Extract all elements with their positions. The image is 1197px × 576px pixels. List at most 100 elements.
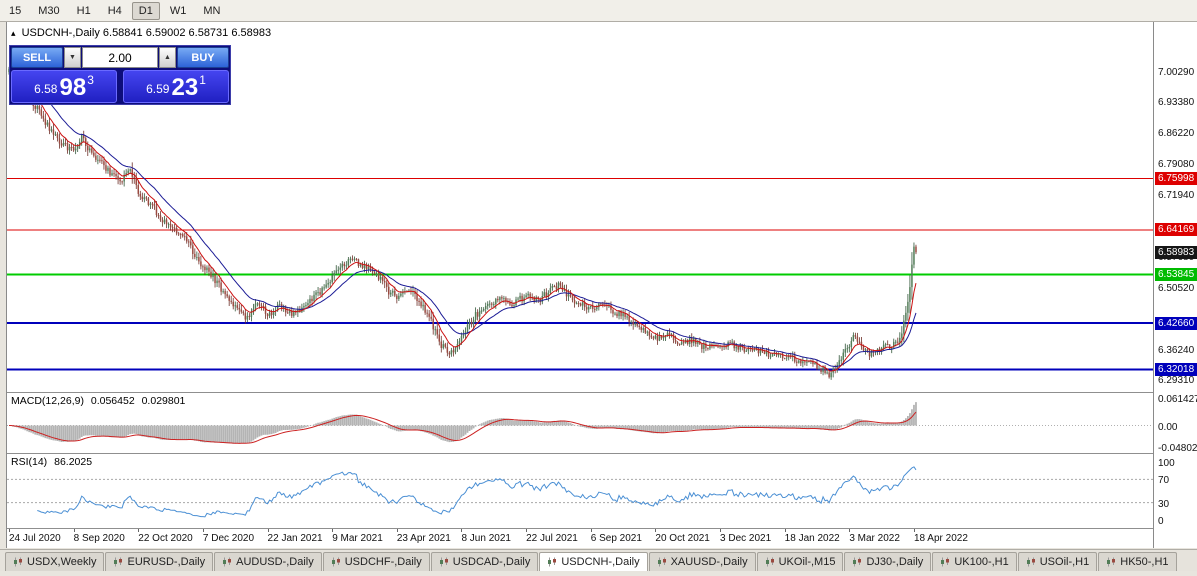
- chart-icon: [765, 557, 774, 567]
- macd-axis-label: 0.00: [1158, 421, 1178, 433]
- price-axis-label: 6.29310: [1158, 375, 1195, 386]
- rsi-indicator-pane: RSI(14) 86.2025: [7, 454, 1153, 528]
- time-axis-tick: [461, 529, 463, 532]
- chart-icon: [941, 557, 950, 567]
- timeframe-button-h4[interactable]: H4: [101, 2, 129, 20]
- macd-indicator-pane: MACD(12,26,9) 0.056452 0.029801: [7, 393, 1153, 453]
- sell-price-small: 6.58: [34, 82, 58, 96]
- time-axis-label: 22 Oct 2020: [138, 533, 193, 544]
- time-axis-tick: [655, 529, 657, 532]
- chart-icon: [1026, 557, 1035, 567]
- time-axis-label: 8 Jun 2021: [461, 533, 511, 544]
- tab-label: USDX,Weekly: [27, 556, 97, 568]
- timeframe-button-d1[interactable]: D1: [131, 1, 160, 20]
- price-axis-badge: 6.42660: [1155, 316, 1197, 330]
- time-axis[interactable]: 24 Jul 2020 8 Sep 2020 22 Oct 2020 7 Dec 20…: [7, 529, 1153, 548]
- chart-tab-bar: USDX,Weekly EURUSD-,Daily AUDUSD-,Daily …: [0, 549, 1197, 571]
- rsi-value: 86.2025: [54, 456, 93, 468]
- time-axis-tick: [138, 529, 140, 532]
- chart-icon: [14, 557, 22, 567]
- rsi-axis-label: 30: [1158, 498, 1170, 510]
- buy-button[interactable]: BUY: [177, 47, 229, 68]
- tab-ukoil-m15[interactable]: UKOil-,M15: [756, 552, 844, 571]
- tab-usoil-h1[interactable]: USOil-,H1: [1017, 552, 1098, 571]
- chart-icon: [657, 557, 666, 567]
- timeframe-button-mn[interactable]: MN: [196, 2, 227, 20]
- pane-splitter[interactable]: [7, 392, 1197, 393]
- tab-label: UK100-,H1: [954, 556, 1009, 568]
- buy-price-button[interactable]: 6.59 23 1: [123, 70, 229, 103]
- time-axis-label: 22 Jan 2021: [267, 533, 323, 544]
- tab-label: AUDUSD-,Daily: [236, 556, 314, 568]
- macd-label: MACD(12,26,9) 0.056452 0.029801: [11, 395, 189, 407]
- price-axis-badge: 6.58983: [1155, 245, 1197, 259]
- sell-price-button[interactable]: 6.58 98 3: [11, 70, 117, 103]
- time-axis-tick: [9, 529, 10, 532]
- volume-input[interactable]: 2.00: [82, 47, 158, 68]
- collapse-arrow-icon[interactable]: ▴: [11, 28, 16, 38]
- rsi-axis-label: 0: [1158, 516, 1164, 527]
- chart-icon: [548, 557, 557, 567]
- rsi-axis-label: 100: [1158, 458, 1175, 469]
- pane-splitter[interactable]: [7, 453, 1197, 454]
- macd-axis-label: 0.061427: [1158, 394, 1197, 405]
- time-axis-label: 3 Mar 2022: [849, 533, 900, 544]
- tab-label: USDCNH-,Daily: [561, 556, 640, 568]
- sell-button[interactable]: SELL: [11, 47, 63, 68]
- price-axis-label: 6.36240: [1158, 344, 1195, 356]
- time-axis-label: 8 Sep 2020: [73, 533, 125, 544]
- time-axis-tick: [913, 529, 915, 532]
- tab-label: EURUSD-,Daily: [127, 556, 206, 568]
- timeframe-button-h1[interactable]: H1: [70, 2, 98, 20]
- time-axis-label: 3 Dec 2021: [720, 533, 772, 544]
- pane-splitter[interactable]: [7, 528, 1197, 529]
- time-axis-label: 6 Sep 2021: [590, 533, 642, 544]
- macd-axis-label: -0.048025: [1158, 443, 1197, 454]
- time-axis-label: 18 Jan 2022: [784, 533, 840, 544]
- tab-label: XAUUSD-,Daily: [670, 556, 748, 568]
- tab-usdchf-daily[interactable]: USDCHF-,Daily: [322, 552, 430, 571]
- chart-icon: [114, 557, 123, 567]
- sell-price-big: 98: [59, 74, 87, 101]
- tab-eurusd-daily[interactable]: EURUSD-,Daily: [105, 552, 214, 571]
- time-axis-label: 18 Apr 2022: [913, 533, 968, 544]
- macd-signal-value: 0.029801: [141, 395, 186, 407]
- tab-dj30-daily[interactable]: DJ30-,Daily: [844, 552, 932, 571]
- price-axis-label: 7.00290: [1158, 67, 1195, 78]
- timeframe-button-w1[interactable]: W1: [163, 2, 194, 20]
- time-axis-tick: [849, 529, 851, 532]
- volume-decrease-button[interactable]: ▼: [64, 47, 81, 68]
- timeframe-button-m30[interactable]: M30: [31, 2, 66, 20]
- rsi-plot[interactable]: [7, 454, 1153, 528]
- tab-usdcad-daily[interactable]: USDCAD-,Daily: [430, 552, 539, 571]
- macd-name: MACD(12,26,9): [11, 395, 84, 407]
- tab-label: UKOil-,M15: [778, 556, 836, 568]
- price-axis-label: 6.50520: [1158, 283, 1195, 294]
- price-axis-label: 6.79080: [1158, 159, 1195, 170]
- sell-price-sup: 3: [87, 73, 94, 87]
- tab-audusd-daily[interactable]: AUDUSD-,Daily: [214, 552, 322, 571]
- rsi-name: RSI(14): [11, 456, 48, 468]
- macd-plot[interactable]: [7, 393, 1153, 453]
- chart-window: ▴ USDCNH-,Daily 6.58841 6.59002 6.58731 …: [6, 22, 1197, 548]
- tab-label: HK50-,H1: [1120, 556, 1169, 568]
- one-click-trading-panel: SELL ▼ 2.00 ▲ BUY 6.58 98 3 6.59 23 1: [9, 45, 231, 105]
- price-axis[interactable]: 7.002906.933806.862206.790806.719406.576…: [1153, 22, 1197, 548]
- price-axis-badge: 6.64169: [1155, 223, 1197, 237]
- tab-label: USDCHF-,Daily: [344, 556, 422, 568]
- tab-usdcnh-daily[interactable]: USDCNH-,Daily: [539, 552, 648, 571]
- tab-xauusd-daily[interactable]: XAUUSD-,Daily: [648, 552, 756, 571]
- volume-increase-button[interactable]: ▲: [159, 47, 176, 68]
- buy-price-sup: 1: [199, 73, 206, 87]
- tab-uk100-h1[interactable]: UK100-,H1: [932, 552, 1017, 571]
- main-chart-pane: ▴ USDCNH-,Daily 6.58841 6.59002 6.58731 …: [7, 24, 1153, 392]
- tab-hk50-h1[interactable]: HK50-,H1: [1098, 552, 1177, 571]
- tab-usdx-weekly[interactable]: USDX,Weekly: [5, 552, 105, 571]
- timeframe-button-m15[interactable]: 15: [2, 2, 28, 20]
- price-axis-badge: 6.32018: [1155, 362, 1197, 376]
- time-axis-tick: [267, 529, 269, 532]
- price-axis-badge: 6.75998: [1155, 171, 1197, 185]
- time-axis-tick: [332, 529, 334, 532]
- time-axis-tick: [73, 529, 75, 532]
- buy-price-big: 23: [171, 74, 199, 101]
